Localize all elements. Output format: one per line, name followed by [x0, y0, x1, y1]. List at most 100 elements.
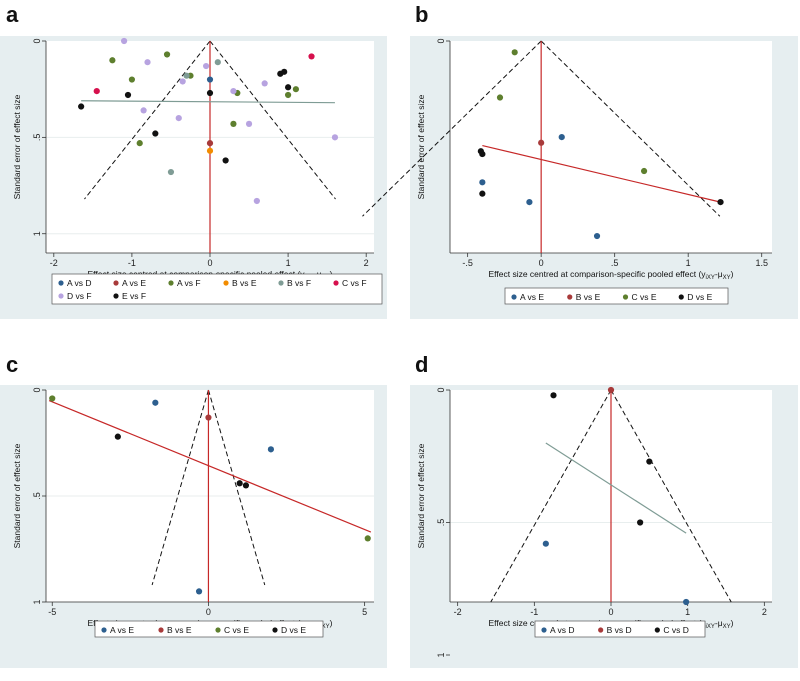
- data-point: [292, 86, 300, 93]
- funnel-right-line: [610, 389, 732, 603]
- data-point: [152, 399, 159, 406]
- y-tick-label: 0: [436, 387, 446, 392]
- data-point: [511, 49, 518, 56]
- y-tick-label: .5: [436, 519, 446, 527]
- x-tick-label: 1: [685, 607, 690, 617]
- legend-label: D vs E: [687, 292, 712, 302]
- regression-fit-line: [482, 145, 721, 203]
- data-point: [163, 51, 171, 58]
- x-tick-label: 2: [762, 607, 767, 617]
- panel-letter-a: a: [6, 2, 19, 27]
- legend-marker: [168, 280, 174, 286]
- data-point: [114, 433, 121, 440]
- legend-marker: [278, 280, 284, 286]
- legend-marker: [58, 280, 64, 286]
- x-tick-label: 0: [207, 258, 212, 268]
- y-axis-label: Standard error of effect size: [12, 443, 22, 548]
- legend-marker: [541, 627, 547, 633]
- legend-label: C vs E: [224, 625, 249, 635]
- funnel-right-line: [540, 40, 721, 217]
- legend-box: [504, 287, 729, 305]
- panel-b: b -.5 0 .5 1 1.5 0 Standard error of effect siz…: [362, 2, 798, 319]
- legend-marker: [272, 627, 278, 633]
- legend-label: B vs E: [232, 278, 257, 288]
- data-point: [195, 588, 203, 595]
- legend-marker: [58, 293, 64, 299]
- funnel-left-line: [490, 389, 612, 603]
- plot-area: [450, 41, 772, 253]
- x-tick-label: 0: [206, 607, 211, 617]
- panel-d: d -2 -1 0 1 2 0 .5 1 Standard error of effect siz…: [410, 352, 798, 668]
- legend-label: B vs E: [576, 292, 601, 302]
- panel-letter-d: d: [415, 352, 428, 377]
- legend-label: B vs D: [607, 625, 632, 635]
- data-point: [206, 89, 214, 97]
- x-tick-label: 0: [539, 258, 544, 268]
- legend-marker: [223, 280, 229, 286]
- data-point: [205, 414, 212, 421]
- legend-label: D vs E: [281, 625, 306, 635]
- data-point: [124, 91, 132, 99]
- legend-marker: [113, 293, 119, 299]
- legend-marker: [101, 627, 107, 633]
- data-point: [479, 190, 486, 197]
- legend-marker: [333, 280, 339, 286]
- data-point: [245, 120, 253, 127]
- x-tick-label: 1: [286, 258, 291, 268]
- x-tick-label: -2: [454, 607, 462, 617]
- regression-fit-line: [545, 442, 687, 534]
- data-point: [128, 76, 136, 83]
- data-point: [175, 114, 182, 122]
- data-point: [49, 395, 56, 402]
- funnel-right-line: [207, 389, 266, 586]
- y-tick-label: 1: [32, 599, 42, 604]
- legend-marker: [654, 627, 660, 633]
- y-axis-label: Standard error of effect size: [416, 94, 426, 199]
- legend-label: A vs F: [177, 278, 201, 288]
- data-point: [496, 94, 504, 101]
- x-tick-label: 5: [362, 607, 367, 617]
- legend-marker: [113, 280, 119, 286]
- data-point: [230, 88, 237, 95]
- data-point: [637, 519, 644, 526]
- data-point: [717, 199, 724, 206]
- legend-box: [51, 273, 383, 305]
- funnel-left-line: [84, 40, 211, 200]
- legend: A vs D A vs E A vs F B vs E B vs F C vs F D vs…: [51, 273, 383, 305]
- data-point: [230, 120, 237, 127]
- x-tick-label: -1: [128, 258, 136, 268]
- data-point: [477, 148, 484, 155]
- data-point: [222, 157, 229, 164]
- legend-label: D vs F: [67, 291, 92, 301]
- data-point: [214, 59, 221, 66]
- x-tick-label: 1: [686, 258, 691, 268]
- data-point: [607, 386, 615, 394]
- legend-marker: [567, 294, 573, 300]
- data-point: [109, 57, 116, 64]
- legend-marker: [622, 294, 629, 300]
- legend-label: B vs F: [287, 278, 311, 288]
- x-tick-label: -5: [48, 607, 56, 617]
- legend: A vs E B vs E C vs E D vs E: [94, 620, 324, 638]
- y-tick-label: 0: [32, 38, 42, 43]
- data-point: [140, 107, 147, 114]
- legend-box: [94, 620, 324, 638]
- x-tick-label: -1: [530, 607, 538, 617]
- data-point: [550, 392, 557, 399]
- data-point: [206, 76, 214, 83]
- funnel-left-line: [151, 389, 209, 586]
- data-point: [683, 598, 690, 606]
- legend-box: [534, 620, 706, 638]
- data-point: [167, 168, 175, 176]
- data-point: [538, 139, 545, 146]
- data-point: [183, 72, 190, 79]
- regression-fit-line: [81, 100, 335, 104]
- data-point: [179, 78, 186, 85]
- x-tick-label: .5: [611, 258, 619, 268]
- x-tick-label: -2: [50, 258, 58, 268]
- data-point: [93, 88, 100, 95]
- legend-marker: [598, 627, 604, 633]
- x-tick-label: -.5: [462, 258, 473, 268]
